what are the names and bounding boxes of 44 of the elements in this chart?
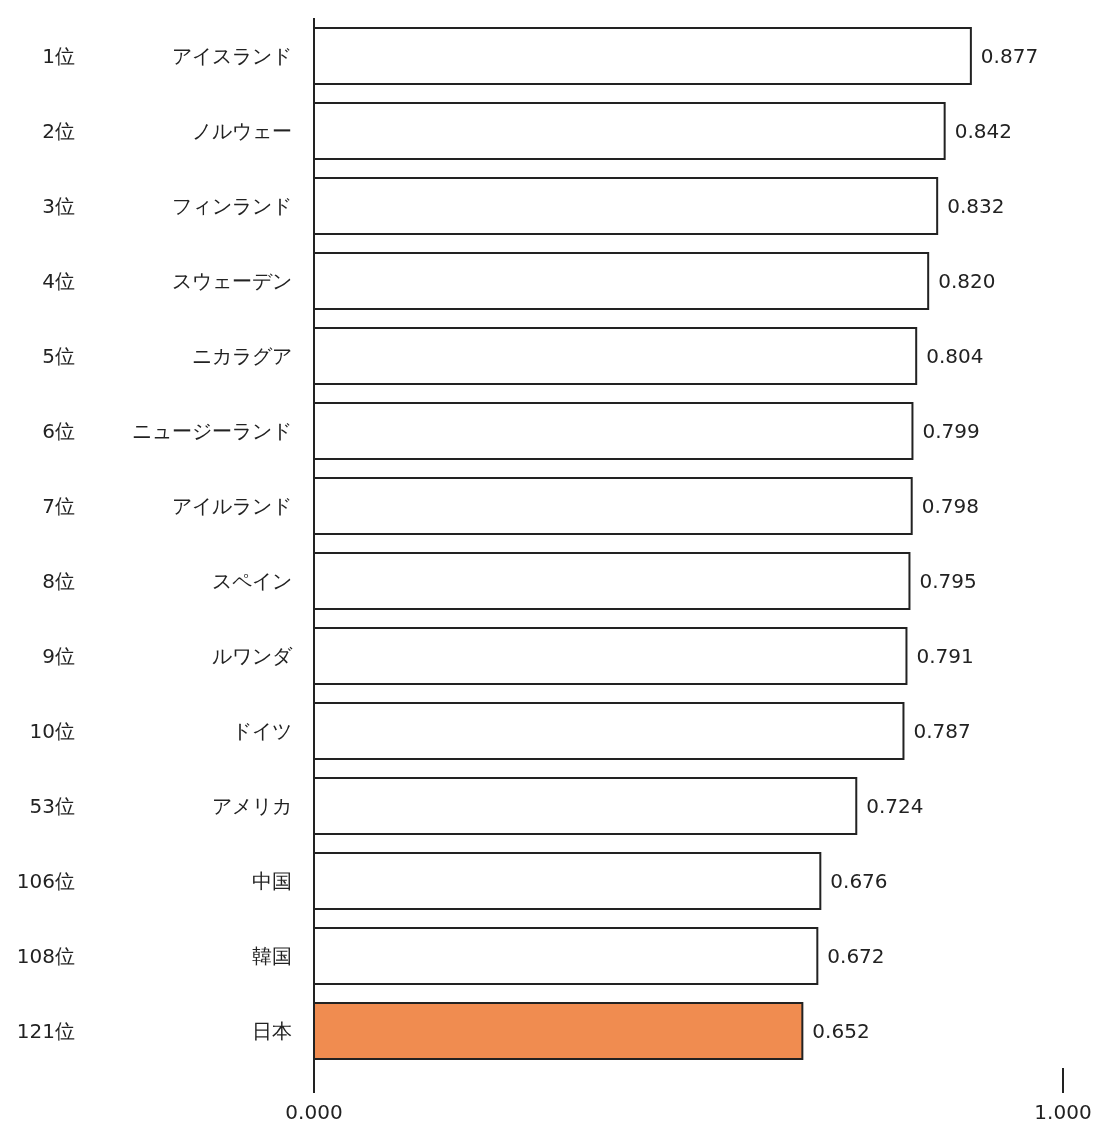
text: 53位 — [29, 793, 75, 818]
text: 121位 — [16, 1018, 75, 1043]
y-tick-label: ノルウェー — [192, 118, 292, 143]
y-tick-label: アイルランド — [172, 493, 292, 518]
x-tick-label: 0.000 — [285, 1100, 343, 1125]
text: 2位 — [42, 118, 75, 143]
text: 10位 — [29, 718, 75, 743]
text: 6位 — [42, 418, 75, 443]
text: 5位 — [42, 343, 75, 368]
text: 3位 — [42, 193, 75, 218]
text: 9位 — [42, 643, 75, 668]
text: 1位 — [42, 43, 75, 68]
data-label: 0.791 — [916, 644, 974, 669]
x-tick-label: 1.000 — [1034, 1100, 1092, 1125]
text: 106位 — [16, 868, 75, 893]
data-label: 0.832 — [947, 194, 1005, 219]
data-label: 0.877 — [980, 44, 1039, 69]
y-tick-label: アメリカ — [212, 793, 292, 818]
y-tick-label: ニカラグア — [192, 343, 292, 368]
data-label: 0.798 — [921, 494, 979, 519]
data-label: 0.672 — [827, 944, 885, 969]
data-label: 0.799 — [922, 419, 980, 444]
data-label: 0.820 — [938, 269, 996, 294]
y-tick-label: 韓国 — [252, 943, 292, 968]
data-label: 0.804 — [926, 344, 984, 369]
data-label: 0.652 — [812, 1019, 870, 1044]
text: 108位 — [16, 943, 75, 968]
y-tick-label: スペイン — [212, 568, 292, 593]
text: 7位 — [42, 493, 75, 518]
y-tick-label: 中国 — [252, 868, 292, 893]
y-tick-label: アイスランド — [172, 43, 292, 68]
y-tick-label: 日本 — [252, 1018, 292, 1043]
y-tick-label: フィンランド — [172, 193, 292, 218]
data-label: 0.724 — [866, 794, 924, 819]
text: 8位 — [42, 568, 75, 593]
text: 4位 — [42, 268, 75, 293]
y-tick-label: スウェーデン — [172, 268, 292, 293]
y-tick-label: ルワンダ — [212, 643, 293, 668]
data-label: 0.795 — [919, 569, 977, 594]
data-label: 0.787 — [913, 719, 971, 744]
y-tick-label: ニュージーランド — [132, 418, 292, 443]
data-label: 0.676 — [830, 869, 888, 894]
data-label: 0.842 — [954, 119, 1012, 144]
y-tick-label: ドイツ — [232, 718, 292, 743]
